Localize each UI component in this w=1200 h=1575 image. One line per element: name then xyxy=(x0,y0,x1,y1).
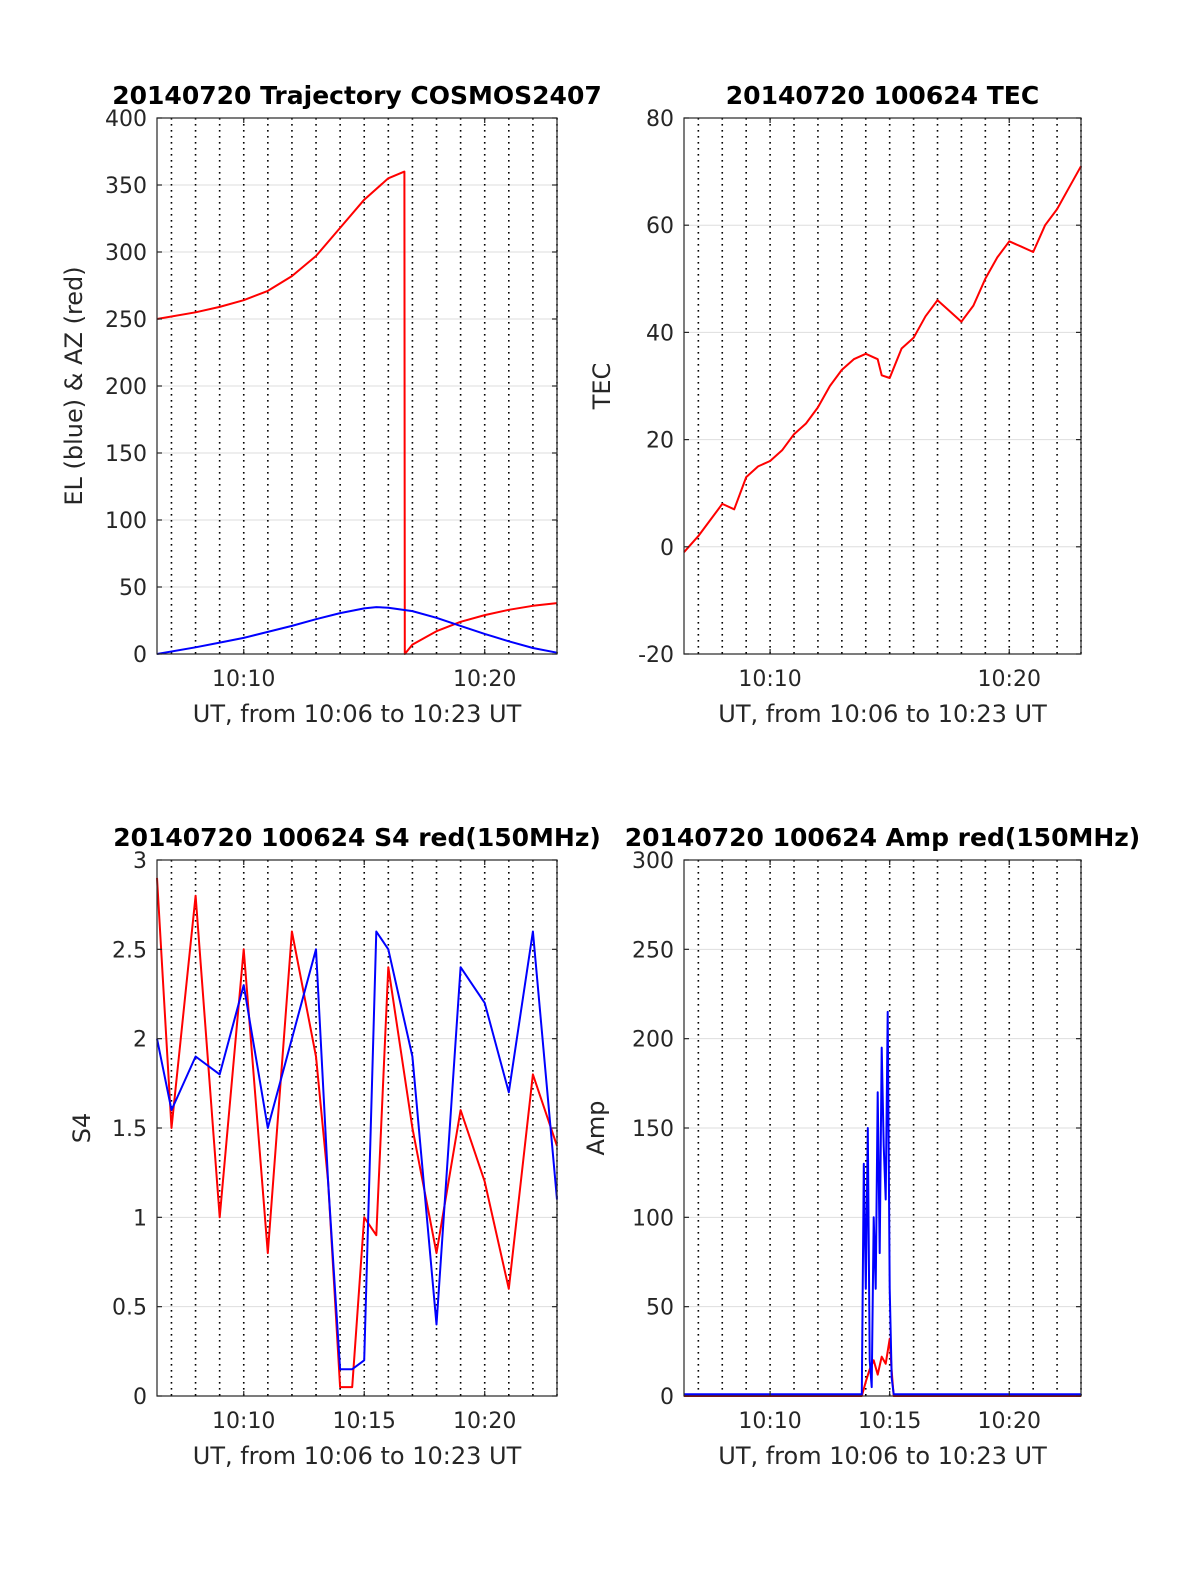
chart-title: 20140720 100624 TEC xyxy=(726,81,1039,110)
y-axis-label: EL (blue) & AZ (red) xyxy=(60,266,88,505)
series-line-blue xyxy=(156,930,558,1371)
y-tick-label: 3 xyxy=(133,849,147,874)
y-tick-label: 0.5 xyxy=(112,1296,147,1321)
series-line-red xyxy=(684,1337,1081,1397)
series-line-blue xyxy=(156,606,558,655)
y-tick-label: 150 xyxy=(632,1117,674,1142)
x-axis-label: UT, from 10:06 to 10:23 UT xyxy=(193,1442,522,1470)
chart-tec: -20 0 20 40 60 80 10:10 10:20 20140720 100624 TE… xyxy=(588,81,1082,728)
axes-frame xyxy=(683,117,1082,655)
x-tick-label: 10:10 xyxy=(212,1409,275,1434)
y-tick-label: 200 xyxy=(632,1028,674,1053)
y-tick-label: 100 xyxy=(632,1206,674,1231)
y-tick-label: 40 xyxy=(646,321,674,346)
y-tick-label: 0 xyxy=(660,536,674,561)
x-tick-label: 10:20 xyxy=(453,667,516,692)
x-tick-label: 10:15 xyxy=(333,1409,396,1434)
chart-amp: 0 50 100 150 200 250 300 10:10 10:15 10:20 2014072… xyxy=(582,823,1140,1470)
chart-s4: 0 0.5 1 1.5 2 2.5 3 10:10 10:15 10:20 20140720 100… xyxy=(68,823,601,1470)
chart-title: 20140720 100624 S4 red(150MHz) xyxy=(113,823,601,852)
series-line-red xyxy=(683,165,1082,553)
y-axis-label: Amp xyxy=(582,1100,610,1155)
y-tick-label: 1 xyxy=(133,1206,147,1231)
x-tick-label: 10:10 xyxy=(738,1409,801,1434)
x-tick-label: 10:20 xyxy=(978,667,1041,692)
x-tick-label: 10:15 xyxy=(858,1409,921,1434)
y-tick-label: 50 xyxy=(646,1296,674,1321)
x-tick-label: 10:20 xyxy=(978,1409,1041,1434)
x-tick-label: 10:10 xyxy=(212,667,275,692)
y-tick-label: 1.5 xyxy=(112,1117,147,1142)
y-tick-label: 250 xyxy=(105,308,147,333)
y-tick-label: 60 xyxy=(646,214,674,239)
chart-title: 20140720 Trajectory COSMOS2407 xyxy=(112,81,602,110)
series-line-blue xyxy=(684,1010,1081,1396)
y-tick-label: 150 xyxy=(105,442,147,467)
series-line-red xyxy=(156,877,558,1389)
x-axis-label: UT, from 10:06 to 10:23 UT xyxy=(718,700,1047,728)
y-tick-label: 350 xyxy=(105,174,147,199)
y-tick-label: 200 xyxy=(105,375,147,400)
y-tick-label: -20 xyxy=(638,643,674,668)
chart-title: 20140720 100624 Amp red(150MHz) xyxy=(625,823,1141,852)
y-tick-label: 0 xyxy=(133,643,147,668)
x-tick-label: 10:20 xyxy=(453,1409,516,1434)
y-tick-label: 20 xyxy=(646,429,674,454)
y-tick-label: 80 xyxy=(646,107,674,132)
y-tick-label: 0 xyxy=(660,1385,674,1410)
y-tick-label: 100 xyxy=(105,509,147,534)
y-axis-label: TEC xyxy=(588,363,616,411)
y-tick-label: 2.5 xyxy=(112,938,147,963)
y-tick-label: 2 xyxy=(133,1028,147,1053)
y-axis-label: S4 xyxy=(68,1113,96,1144)
y-tick-label: 250 xyxy=(632,938,674,963)
y-tick-label: 300 xyxy=(632,849,674,874)
chart-trajectory: 0 50 100 150 200 250 300 350 400 10:10 10:20 201407… xyxy=(60,81,602,728)
y-tick-label: 300 xyxy=(105,241,147,266)
y-tick-label: 400 xyxy=(105,107,147,132)
y-tick-label: 0 xyxy=(133,1385,147,1410)
series-line-red xyxy=(156,170,558,655)
x-tick-label: 10:10 xyxy=(738,667,801,692)
x-axis-label: UT, from 10:06 to 10:23 UT xyxy=(718,1442,1047,1470)
x-axis-label: UT, from 10:06 to 10:23 UT xyxy=(193,700,522,728)
y-tick-label: 50 xyxy=(119,576,147,601)
